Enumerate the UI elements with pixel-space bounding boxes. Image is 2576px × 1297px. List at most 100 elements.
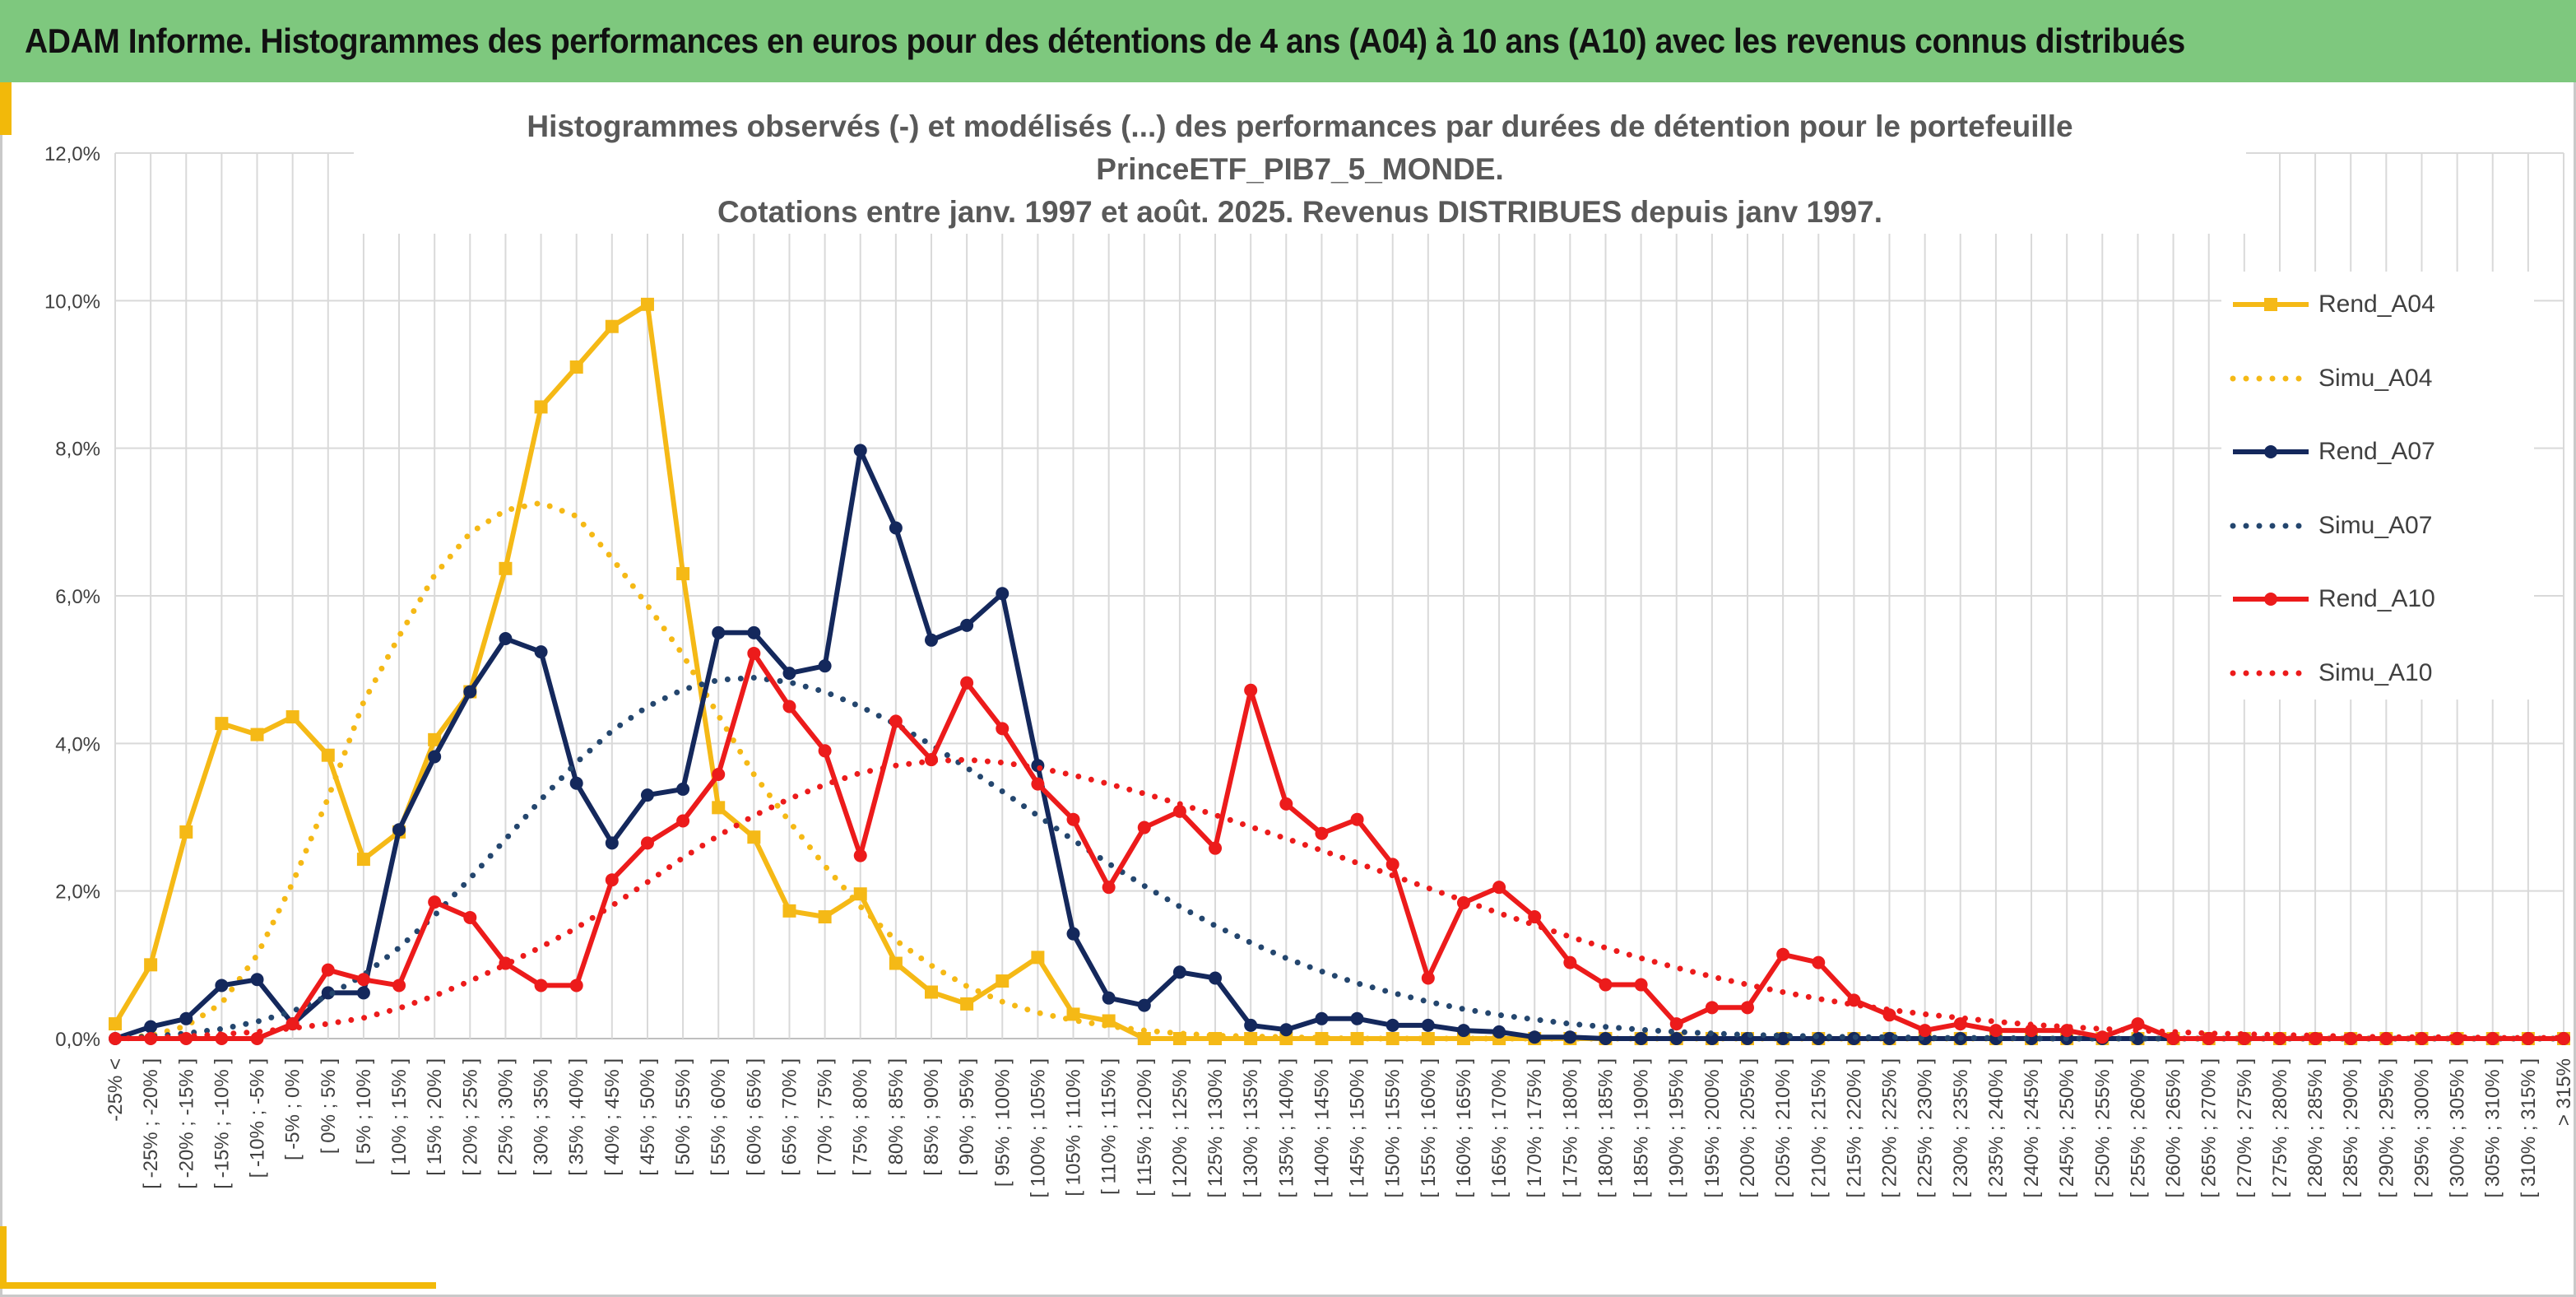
data-point [960,676,974,690]
x-tick-label: [ 65% ; 70% ] [778,1058,801,1176]
y-tick-label: 8,0% [55,439,100,461]
data-point [1634,1032,1648,1045]
x-tick-label: [ 265% ; 270% ] [2198,1058,2221,1197]
x-tick-label: [ 165% ; 170% ] [1488,1058,1511,1197]
data-point [2096,1030,2110,1044]
data-point [1421,971,1435,985]
x-tick-label: [ 10% ; 15% ] [388,1058,411,1176]
data-point [1989,1024,2003,1038]
x-tick-label: [ 100% ; 105% ] [1027,1058,1049,1197]
legend-label: Simu_A07 [2318,511,2433,539]
data-point [1669,1032,1683,1045]
chart-legend: Rend_A04 Simu_A04 Rend_A07 Simu_A07 Rend_A10… [2221,272,2534,700]
data-point [250,728,264,741]
data-point [1812,1032,1826,1045]
series-line-simu-a07 [112,675,2567,1042]
data-point [889,956,903,970]
x-tick-label: [ 145% ; 150% ] [1347,1058,1369,1197]
data-point [925,985,938,999]
x-tick-label: [ 260% ; 265% ] [2163,1058,2185,1197]
legend-swatch [2230,523,2312,528]
data-point [1421,1018,1435,1032]
x-tick-label: [ 40% ; 45% ] [601,1058,624,1176]
legend-swatch [2233,298,2309,311]
data-point [889,714,903,728]
x-tick-label: [ 215% ; 220% ] [1843,1058,1865,1197]
x-tick-label: [ 110% ; 115% ] [1098,1058,1121,1195]
data-point [463,910,477,924]
legend-label: Rend_A07 [2318,438,2435,465]
header-banner: ADAM Informe. Histogrammes des performan… [0,0,2576,82]
x-tick-label: [ 170% ; 175% ] [1524,1058,1546,1197]
data-point [1847,993,1861,1007]
data-point [569,360,583,374]
data-point [1705,1001,1719,1015]
data-point [1528,910,1542,924]
data-point [356,986,370,1000]
data-point [818,659,832,673]
x-tick-label: [ 5% ; 10% ] [353,1058,375,1165]
data-point [285,1017,299,1031]
x-tick-label: [ 285% ; 290% ] [2340,1058,2362,1197]
x-tick-label: [ 200% ; 205% ] [1737,1058,1759,1197]
data-point [605,836,619,850]
series-line-rend-a07 [114,448,2564,1041]
series-layer [109,297,2570,1045]
x-tick-label: [ 30% ; 35% ] [531,1058,553,1176]
data-point [640,297,654,311]
x-tick-label: [ 150% ; 155% ] [1382,1058,1404,1197]
data-point [818,910,832,924]
x-tick-label: [ 235% ; 240% ] [1985,1058,2007,1197]
data-point [250,1032,264,1045]
data-point [569,979,583,993]
data-point [1599,1032,1613,1045]
data-point [356,973,370,987]
data-point [782,700,796,714]
data-point [1031,951,1045,965]
y-tick-label: 12,0% [44,143,100,165]
data-point [1102,881,1116,895]
legend-label: Simu_A10 [2318,658,2433,686]
x-tick-label: [ 25% ; 30% ] [494,1058,517,1176]
data-point [1066,927,1080,941]
data-point [1315,826,1329,840]
data-point [1031,777,1045,791]
x-tick-label: [ 305% ; 310% ] [2482,1058,2504,1197]
data-point [889,521,903,535]
data-point [392,979,406,993]
x-tick-label: [ 275% ; 280% ] [2269,1058,2291,1197]
x-tick-label: [ 205% ; 210% ] [1772,1058,1794,1197]
data-point [712,801,726,815]
data-point [747,830,761,844]
data-point [1137,998,1151,1012]
data-point [534,400,548,414]
x-tick-label: [ 85% ; 90% ] [921,1058,943,1176]
x-tick-label: [ 295% ; 300% ] [2411,1058,2433,1197]
data-point [321,748,335,762]
data-point [747,625,761,639]
report-title: ADAM Informe. Histogrammes des performan… [25,21,2185,60]
data-point [1918,1024,1932,1038]
data-point [1528,1030,1542,1044]
legend-item: Rend_A04 [2230,288,2435,321]
data-point [2557,1032,2570,1045]
data-point [1350,812,1364,826]
x-tick-label: [ 130% ; 135% ] [1240,1058,1262,1197]
data-point [1137,821,1151,834]
data-point [853,444,867,458]
legend-item: Simu_A04 [2230,362,2432,395]
legend-swatch [2230,670,2312,676]
data-point [428,895,442,909]
x-tick-label: [ 250% ; 255% ] [2091,1058,2114,1197]
data-point [1137,1032,1151,1045]
chart-title: Histogrammes observés (-) et modélisés (… [354,105,2246,234]
y-tick-label: 10,0% [44,291,100,313]
data-point [960,997,974,1011]
x-tick-label: [ 45% ; 50% ] [637,1058,659,1176]
data-point [250,973,264,987]
data-point [428,732,442,746]
data-point [605,873,619,887]
x-tick-label: [ 210% ; 215% ] [1808,1058,1830,1197]
chart-title-line-1: Histogrammes observés (-) et modélisés (… [527,109,2073,186]
